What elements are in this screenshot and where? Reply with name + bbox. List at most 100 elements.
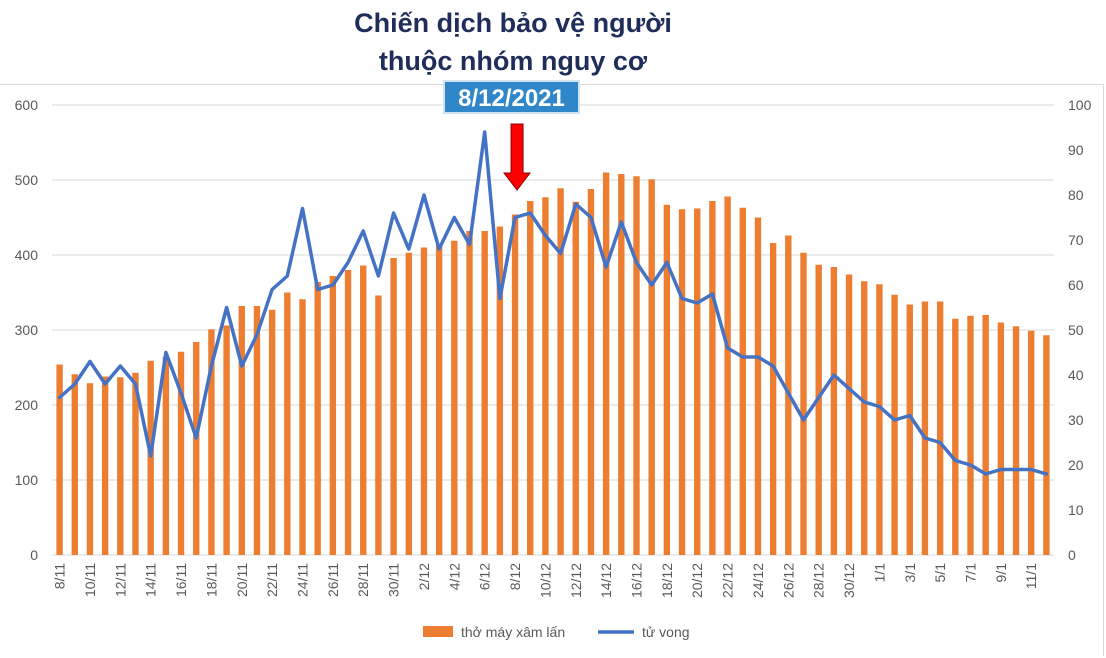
x-axis-tick: 30/12 — [841, 563, 857, 598]
x-axis-tick: 2/12 — [416, 563, 432, 590]
x-axis-tick: 5/1 — [932, 563, 948, 583]
right-axis-tick: 0 — [1068, 547, 1076, 563]
bar — [800, 252, 807, 555]
bar — [162, 357, 170, 555]
bar — [602, 172, 610, 555]
bar — [724, 196, 731, 555]
x-axis-tick: 26/12 — [780, 563, 796, 598]
bar — [876, 284, 883, 555]
bar — [997, 322, 1005, 555]
right-axis-tick: 80 — [1068, 187, 1084, 203]
bar — [861, 281, 868, 555]
x-axis-tick: 14/11 — [143, 563, 159, 597]
bar — [117, 377, 124, 555]
x-axis-tick: 1/1 — [871, 563, 887, 583]
right-axis-tick: 40 — [1068, 367, 1084, 383]
bar — [86, 383, 94, 555]
bar — [754, 217, 762, 555]
x-axis-tick: 6/12 — [477, 563, 493, 590]
bar — [921, 301, 929, 555]
x-axis-tick: 20/11 — [234, 563, 250, 597]
x-axis-tick: 20/12 — [689, 563, 705, 598]
x-axis-tick: 10/11 — [82, 563, 98, 597]
bar — [936, 301, 944, 555]
x-axis-tick: 22/11 — [264, 563, 280, 597]
bar — [56, 364, 63, 555]
legend-label-bar: thở máy xâm lấn — [461, 624, 565, 640]
x-axis-tick: 12/11 — [112, 563, 128, 597]
bar — [375, 295, 382, 555]
x-axis-tick: 7/1 — [963, 563, 979, 583]
x-axis-tick: 18/11 — [203, 563, 219, 597]
bar — [952, 318, 959, 555]
x-axis-tick: 26/11 — [325, 563, 341, 597]
chart-title-line-1: Chiến dịch bảo vệ người — [354, 8, 672, 38]
bar — [284, 292, 291, 555]
bar — [1043, 335, 1050, 555]
bar — [435, 244, 443, 555]
left-axis-tick: 100 — [15, 472, 39, 488]
bar — [663, 204, 671, 555]
bar — [815, 264, 822, 555]
bar — [496, 226, 504, 555]
bar — [542, 197, 549, 555]
bar — [709, 201, 716, 555]
x-axis-tick: 8/12 — [507, 563, 523, 590]
x-axis-tick: 8/11 — [52, 563, 68, 589]
legend-label-line: tử vong — [642, 624, 690, 640]
bar — [420, 247, 428, 555]
bar — [147, 360, 154, 555]
bar — [390, 258, 397, 555]
bar — [132, 372, 139, 555]
bar — [557, 188, 564, 555]
left-axis-tick: 400 — [15, 247, 39, 263]
bar — [223, 325, 230, 555]
annotation-arrow-icon — [503, 123, 532, 191]
bar — [344, 270, 352, 555]
bar — [329, 276, 337, 555]
line-series-tu-vong — [57, 130, 1049, 476]
bar — [299, 299, 306, 555]
bar — [678, 209, 686, 555]
bar — [101, 376, 109, 555]
bar — [1012, 326, 1020, 555]
bar — [268, 309, 276, 555]
legend-swatch-bar — [423, 626, 453, 637]
x-axis-tick: 24/11 — [295, 563, 311, 597]
bar — [1028, 330, 1035, 555]
bar — [466, 231, 473, 555]
bar — [618, 174, 625, 555]
bar — [253, 306, 261, 555]
x-axis-tick: 16/11 — [173, 563, 189, 597]
bar — [71, 374, 78, 555]
bar — [193, 342, 200, 555]
x-axis-tick: 14/12 — [598, 563, 614, 598]
left-axis-tick: 200 — [15, 397, 39, 413]
right-axis-tick: 50 — [1068, 322, 1084, 338]
bar — [238, 306, 245, 555]
bar — [891, 294, 898, 555]
bar — [982, 315, 989, 555]
right-axis-tick: 10 — [1068, 502, 1084, 518]
x-axis-tick: 28/12 — [811, 563, 827, 598]
bar — [511, 214, 519, 555]
left-axis-tick: 0 — [30, 547, 38, 563]
bar — [739, 207, 746, 555]
bar — [360, 265, 367, 555]
x-axis-tick: 18/12 — [659, 563, 675, 598]
x-axis-tick: 12/12 — [568, 563, 584, 598]
chart-title: Chiến dịch bảo vệ người thuộc nhóm nguy … — [0, 4, 1026, 80]
bar — [694, 208, 701, 555]
bar — [314, 282, 321, 555]
x-axis-tick: 9/1 — [993, 563, 1009, 583]
left-axis-tick: 300 — [15, 322, 39, 338]
right-axis-tick: 70 — [1068, 232, 1084, 248]
x-axis-tick: 28/11 — [355, 563, 371, 597]
left-axis-tick: 600 — [15, 97, 39, 113]
bar — [648, 179, 655, 555]
bar — [481, 231, 488, 555]
right-axis-tick: 20 — [1068, 457, 1084, 473]
x-axis-tick: 24/12 — [750, 563, 766, 598]
bar — [587, 189, 595, 555]
